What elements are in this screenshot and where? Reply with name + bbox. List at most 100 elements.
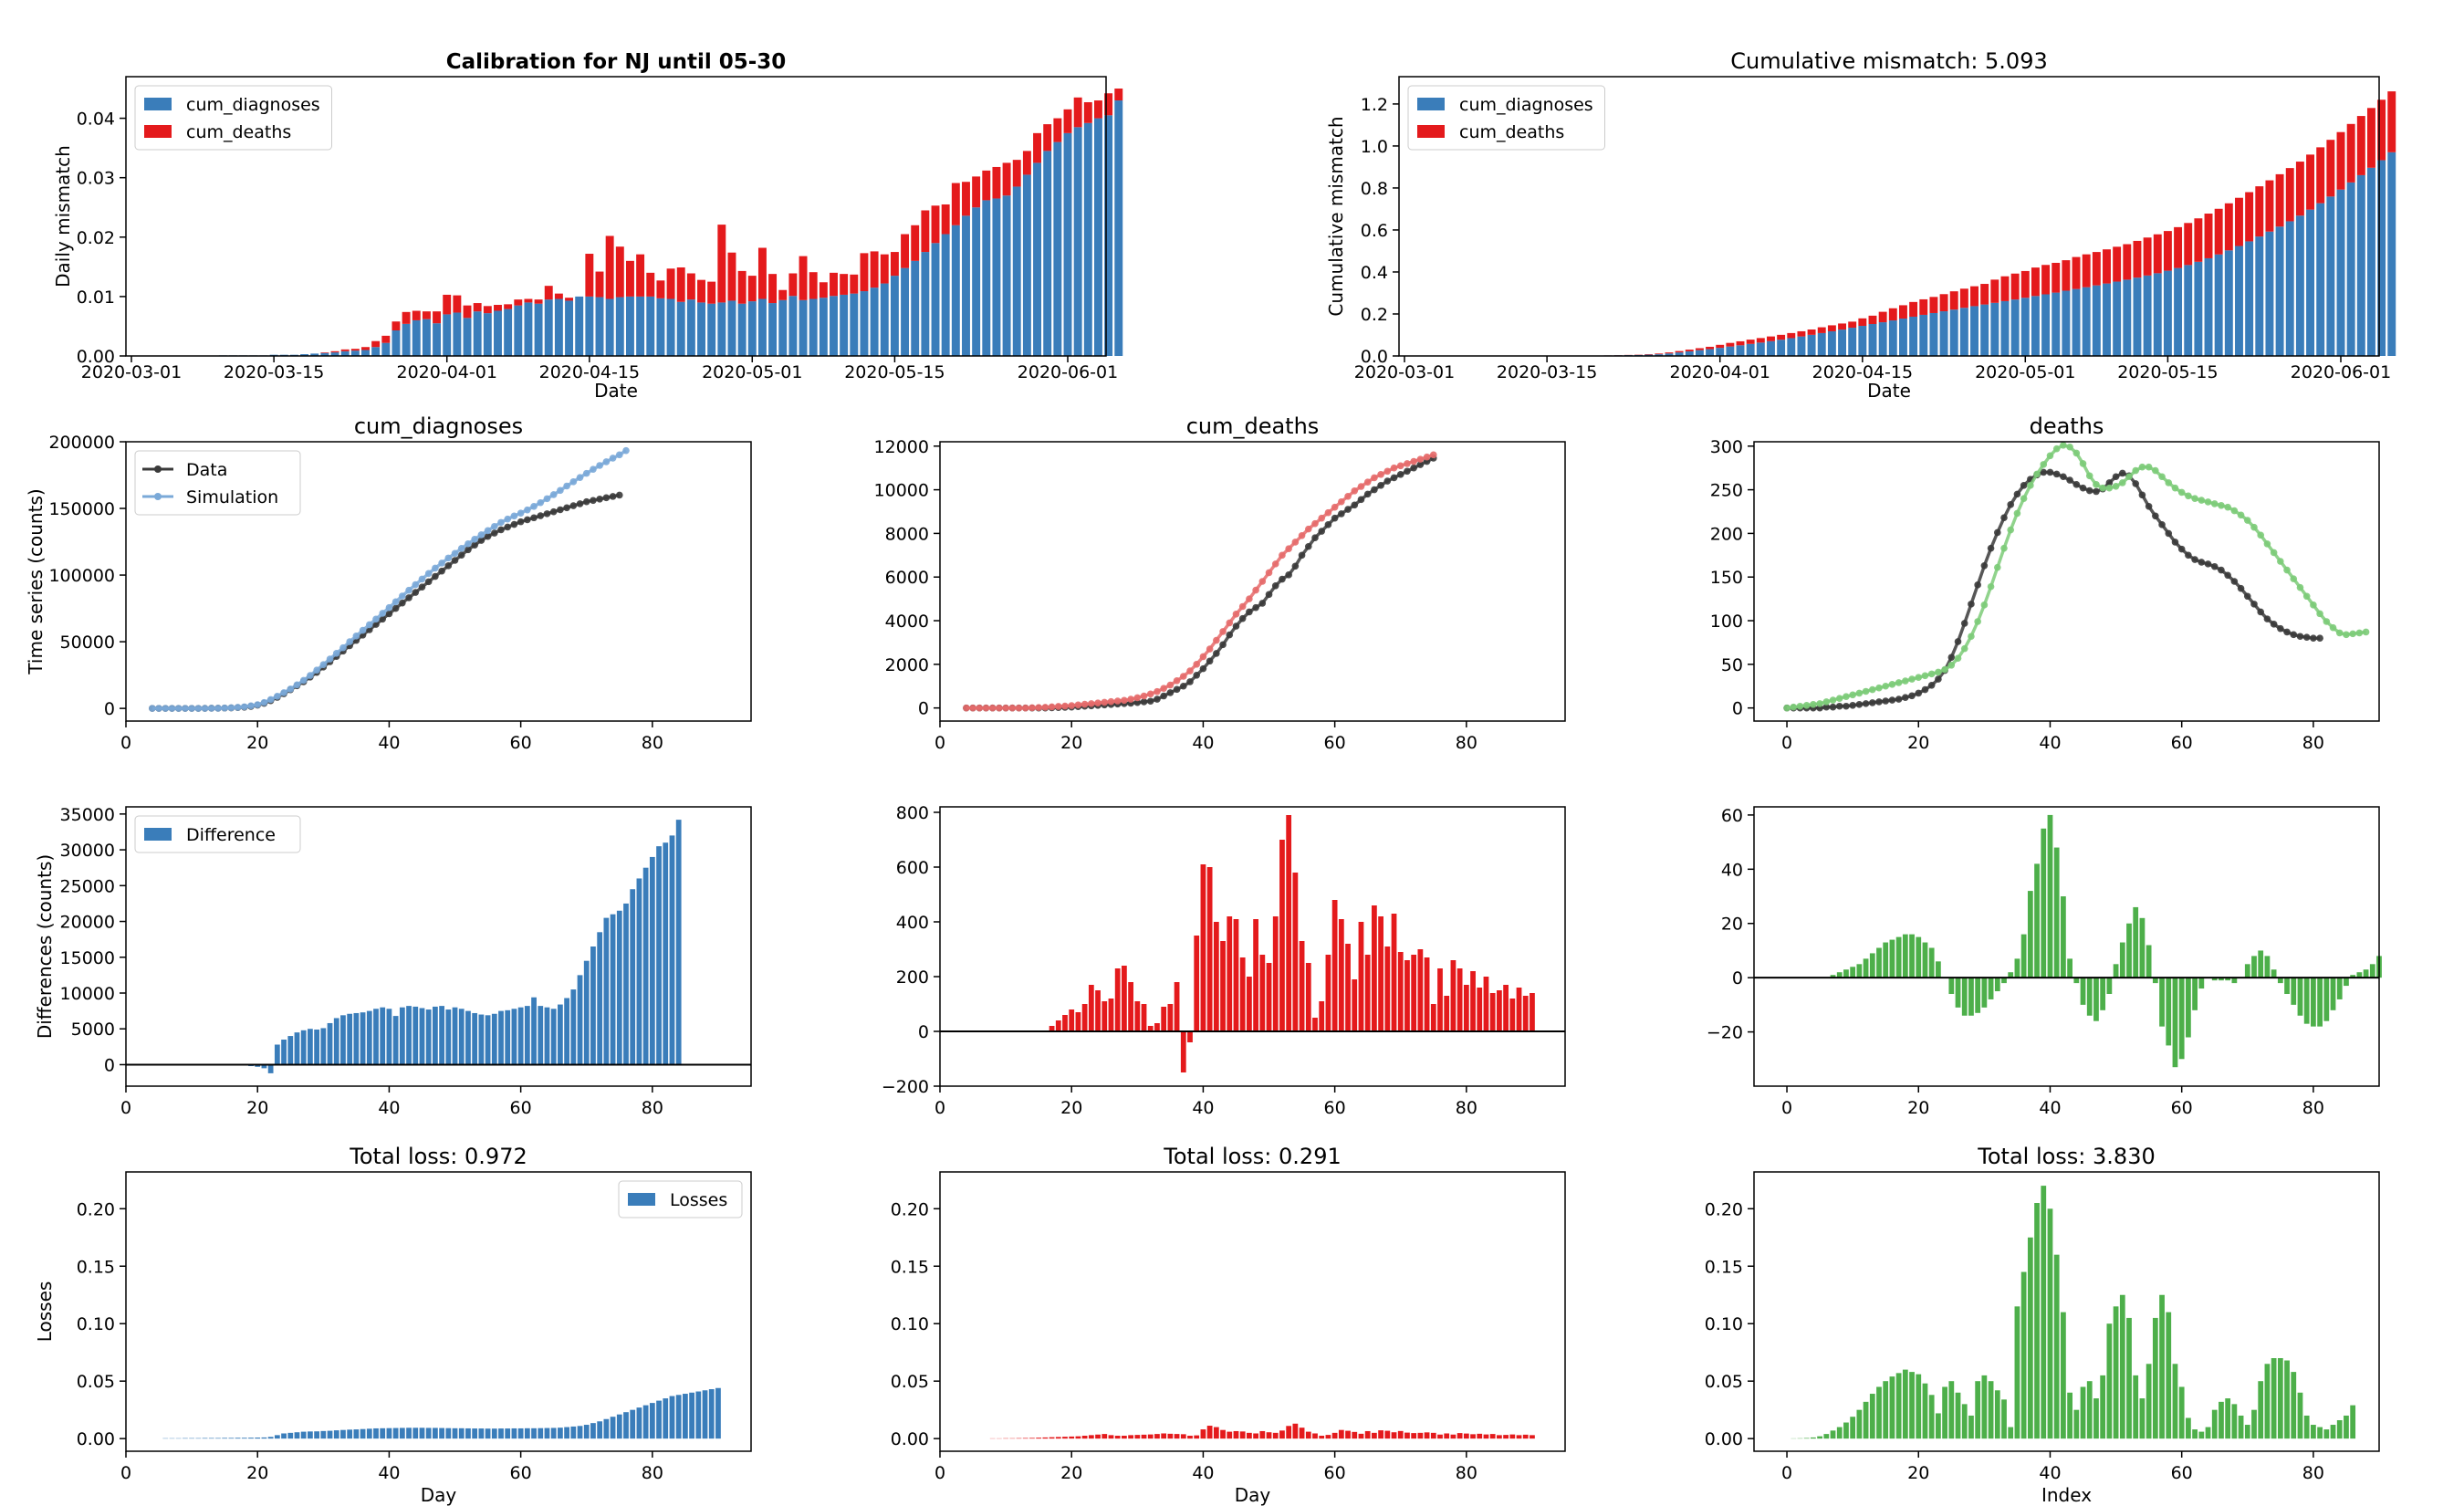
data-point (2060, 473, 2067, 481)
x-tick-label: 2020-05-15 (2117, 362, 2218, 382)
data-point (392, 598, 400, 606)
bar (2244, 1425, 2250, 1439)
legend: cum_diagnoses cum_deaths (134, 85, 332, 151)
bar (505, 1428, 511, 1439)
x-tick-label: 80 (1456, 733, 1477, 753)
bar (2317, 978, 2323, 1027)
bar-cum-deaths (901, 234, 910, 268)
data-point (530, 503, 538, 510)
y-tick-label: 1.2 (1361, 95, 1388, 115)
bar (1424, 957, 1430, 1031)
bar (517, 1007, 524, 1065)
data-point (2145, 463, 2153, 471)
bar (202, 1438, 208, 1439)
bar (1279, 840, 1285, 1031)
data-point (2138, 491, 2146, 499)
data-point (2066, 476, 2073, 484)
data-point (1383, 477, 1392, 485)
bar-cum-deaths (350, 349, 360, 351)
bar (366, 1428, 372, 1439)
bar (1325, 1435, 1331, 1439)
bar (2350, 1405, 2356, 1439)
data-point (266, 695, 275, 704)
x-axis-label: Day (1235, 1484, 1271, 1506)
bar (1016, 1438, 1022, 1439)
data-point (477, 531, 485, 539)
bar (340, 1015, 346, 1065)
data-point (346, 638, 353, 645)
bar (327, 1430, 333, 1439)
bar (1358, 1433, 1364, 1439)
data-point (2316, 610, 2323, 618)
bar-cum-deaths (646, 272, 655, 297)
bar (1161, 1433, 1167, 1439)
bar-cum-diagnoses (433, 323, 442, 356)
bar (425, 1009, 432, 1065)
data-point (2177, 488, 2186, 497)
legend-marker (154, 493, 162, 500)
data-point (2257, 608, 2265, 616)
bar-cum-diagnoses (697, 302, 705, 356)
y-tick-label: 0 (1732, 699, 1743, 719)
bar (1259, 955, 1266, 1031)
y-tick-label: 0.03 (77, 169, 115, 189)
legend: Difference (134, 815, 301, 853)
bar (1055, 1020, 1061, 1031)
data-point (1960, 644, 1968, 653)
bar (1167, 1004, 1174, 1031)
bar (380, 1428, 386, 1439)
data-point (471, 535, 478, 543)
bar-cum-diagnoses (2336, 189, 2345, 356)
axes-frame (939, 806, 1566, 1087)
bar (1227, 916, 1233, 1031)
bar (1338, 1429, 1344, 1439)
bar (1530, 993, 1535, 1031)
data-point (530, 514, 538, 522)
data-point (1304, 525, 1312, 533)
bar-cum-deaths (982, 170, 991, 201)
x-tick-label: 60 (2171, 1463, 2193, 1483)
bar (2277, 1358, 2283, 1439)
x-tick-label: 60 (1324, 733, 1346, 753)
bar (1863, 1401, 1869, 1439)
bar (340, 1429, 346, 1439)
bar-cum-diagnoses (1970, 306, 1979, 356)
x-tick-label: 2020-03-01 (81, 362, 182, 382)
data-point (1219, 628, 1227, 635)
bar-cum-diagnoses (483, 313, 492, 356)
x-tick-label: 20 (246, 1098, 268, 1118)
data-point (510, 512, 518, 520)
y-tick-label: 0.4 (1361, 263, 1388, 283)
bar-cum-deaths (1043, 124, 1052, 152)
bar-cum-diagnoses (962, 215, 970, 356)
data-point (1193, 661, 1201, 668)
bar (472, 1428, 478, 1439)
bar-cum-diagnoses (2245, 241, 2254, 356)
bar (1069, 1436, 1075, 1439)
bar (2186, 978, 2191, 1038)
bar (1803, 1438, 1810, 1439)
bar-cum-diagnoses (361, 350, 370, 356)
bar (2311, 978, 2316, 1027)
bar (2100, 978, 2106, 1010)
bar-cum-diagnoses (422, 319, 431, 356)
bar-cum-deaths (1736, 340, 1745, 346)
y-axis-label: Differences (counts) (34, 854, 56, 1039)
data-point (207, 705, 215, 712)
bar-cum-deaths (656, 280, 665, 298)
bar (1450, 960, 1456, 1031)
bar (610, 1417, 616, 1439)
bar (294, 1432, 300, 1439)
bar (564, 998, 569, 1065)
bar (505, 1009, 511, 1065)
bar (386, 1009, 392, 1065)
data-point (2277, 624, 2284, 633)
bar (2205, 1427, 2211, 1439)
bar (314, 1431, 319, 1439)
data-point (2105, 484, 2114, 492)
bar (314, 1030, 319, 1065)
bar-cum-diagnoses (2377, 160, 2386, 356)
bar (1922, 942, 1928, 978)
bar (183, 1438, 188, 1439)
bar (2211, 978, 2218, 981)
